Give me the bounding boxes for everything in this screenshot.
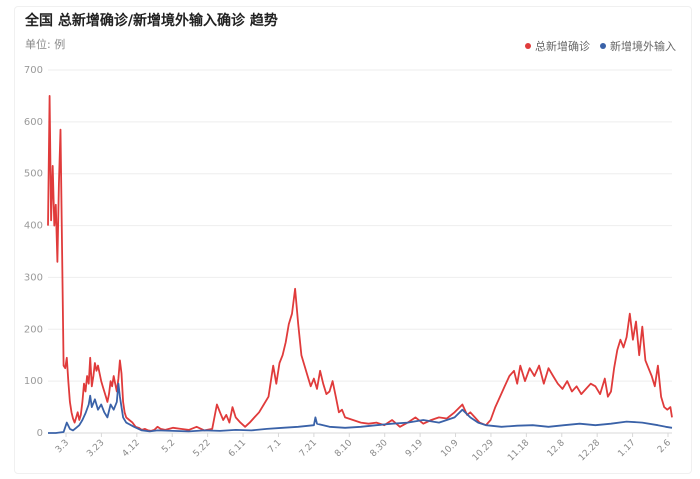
x-tick-label: 9.19	[404, 438, 425, 459]
legend[interactable]: 总新增确诊 新增境外输入	[525, 38, 676, 54]
y-tick-label: 0	[37, 428, 43, 439]
x-tick-label: 3.23	[85, 438, 106, 459]
x-tick-label: 10.9	[439, 438, 460, 459]
x-tick-label: 10.29	[471, 438, 496, 463]
x-tick-label: 4.12	[121, 438, 142, 459]
x-tick-label: 5.22	[192, 438, 213, 459]
y-tick-label: 600	[24, 117, 43, 128]
x-tick-label: 11.18	[506, 438, 531, 463]
x-tick-label: 2.6	[656, 438, 673, 455]
x-tick-label: 7.21	[298, 438, 319, 459]
legend-label-imported: 新增境外输入	[610, 40, 676, 53]
legend-label-total: 总新增确诊	[535, 40, 590, 53]
chart-card	[14, 6, 692, 474]
legend-dot-total	[525, 43, 531, 49]
series-line-imported	[48, 382, 673, 434]
legend-item-imported[interactable]: 新增境外输入	[600, 38, 676, 54]
legend-dot-imported	[600, 43, 606, 49]
x-tick-label: 8.30	[369, 438, 390, 459]
y-tick-label: 400	[24, 221, 43, 232]
x-tick-label: 12.28	[577, 438, 602, 463]
x-tick-label: 3.3	[54, 438, 71, 455]
chart-title: 全国 总新增确诊/新增境外输入确诊 趋势	[25, 13, 278, 29]
x-tick-label: 12.8	[546, 438, 567, 459]
x-tick-label: 5.2	[160, 438, 177, 455]
x-tick-label: 8.10	[333, 438, 354, 459]
y-tick-label: 200	[24, 324, 43, 335]
y-tick-label: 700	[24, 65, 43, 76]
unit-label: 单位: 例	[25, 38, 66, 51]
y-tick-label: 100	[24, 376, 43, 387]
legend-item-total[interactable]: 总新增确诊	[525, 38, 590, 54]
x-tick-label: 7.1	[266, 438, 283, 455]
y-tick-label: 300	[24, 272, 43, 283]
x-tick-label: 1.17	[616, 438, 637, 459]
series-line-total	[47, 95, 673, 432]
x-tick-label: 6.11	[227, 438, 248, 459]
y-tick-label: 500	[24, 169, 43, 180]
